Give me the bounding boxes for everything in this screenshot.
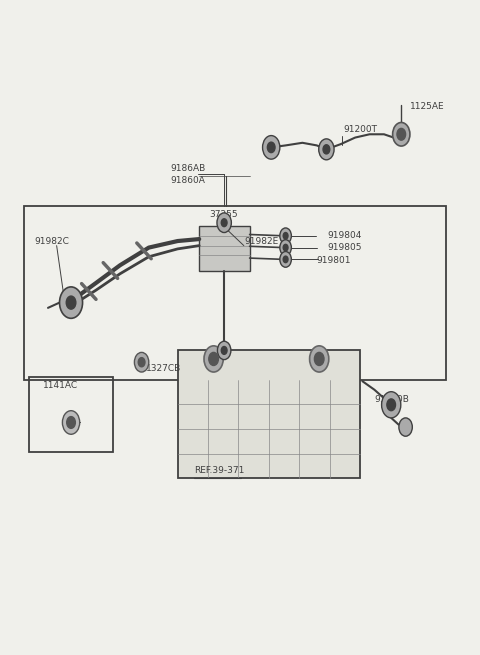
Circle shape [393, 122, 410, 146]
Circle shape [209, 352, 218, 365]
Circle shape [138, 358, 145, 367]
Bar [29, 377, 113, 452]
Bar [178, 350, 360, 478]
Circle shape [323, 145, 330, 154]
Circle shape [67, 417, 75, 428]
Text: 91982E: 91982E [245, 236, 279, 246]
Circle shape [280, 228, 291, 244]
Circle shape [62, 411, 80, 434]
Text: 919805: 919805 [327, 243, 362, 252]
Text: 919801: 919801 [317, 256, 351, 265]
Circle shape [397, 128, 406, 140]
Circle shape [319, 139, 334, 160]
Circle shape [204, 346, 223, 372]
Circle shape [283, 233, 288, 239]
Circle shape [66, 296, 76, 309]
Circle shape [382, 392, 401, 418]
Circle shape [399, 418, 412, 436]
Circle shape [387, 399, 396, 411]
Circle shape [134, 352, 149, 372]
Circle shape [283, 244, 288, 251]
Text: 91860B: 91860B [374, 395, 409, 404]
Circle shape [310, 346, 329, 372]
Circle shape [217, 213, 231, 233]
Text: REF.39-371: REF.39-371 [194, 466, 245, 475]
Text: 1125AE: 1125AE [410, 102, 445, 111]
Text: 9186AB: 9186AB [170, 164, 205, 174]
Circle shape [267, 142, 275, 153]
Circle shape [280, 240, 291, 255]
Text: 1327CB: 1327CB [146, 364, 181, 373]
Bar [24, 206, 446, 380]
Circle shape [60, 287, 83, 318]
Text: 91982C: 91982C [35, 236, 70, 246]
Circle shape [221, 219, 227, 227]
Circle shape [280, 252, 291, 267]
Bar [199, 226, 250, 271]
Circle shape [221, 346, 227, 354]
Text: 919804: 919804 [327, 231, 362, 240]
Circle shape [263, 136, 280, 159]
Circle shape [314, 352, 324, 365]
Text: 91860A: 91860A [170, 176, 205, 185]
Text: 37255: 37255 [209, 210, 238, 219]
Text: 91200T: 91200T [343, 125, 377, 134]
Circle shape [217, 341, 231, 360]
Text: 1141AC: 1141AC [43, 381, 78, 390]
Circle shape [283, 256, 288, 263]
